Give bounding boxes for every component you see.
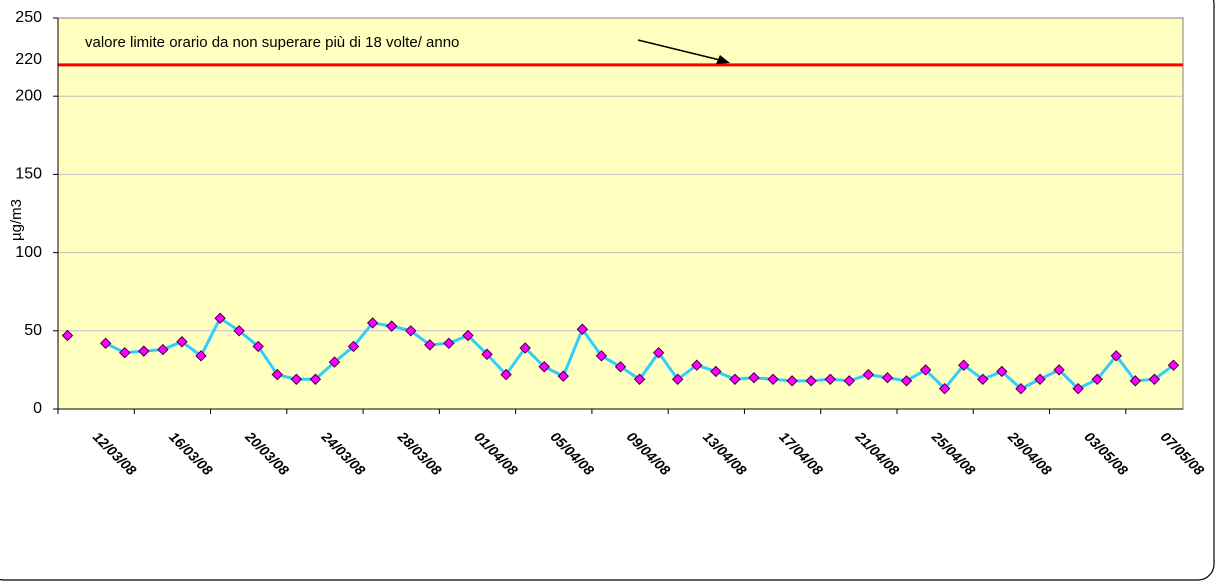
data-point [938,382,951,395]
data-point [519,342,531,354]
y-tick-label: 0 [33,400,42,417]
data-point [595,350,608,362]
data-point [1053,364,1065,376]
data-point [633,373,646,385]
data-point [1129,375,1142,387]
data-point [652,346,665,359]
data-point [881,372,894,384]
data-point [1110,350,1122,362]
data-point [996,365,1008,378]
data-point [405,325,417,337]
data-point [61,329,74,342]
data-point [271,368,283,381]
data-point [119,346,131,359]
data-point [557,370,570,382]
data-point [576,323,589,335]
limit-label: 220 [15,51,42,68]
data-point [214,312,226,324]
data-point [919,364,932,376]
data-point [1072,382,1084,395]
y-tick-label: 250 [15,9,42,26]
y-tick-label: 100 [15,244,42,261]
data-point [1015,382,1027,395]
data-point [252,340,264,353]
data-point [309,373,322,385]
data-point [786,375,798,387]
data-point [157,343,169,356]
data-point [424,339,436,351]
data-point [1167,359,1180,371]
data-point [805,375,817,387]
data-point [500,368,512,381]
data-point [958,359,970,371]
data-point [385,320,398,332]
data-point [1034,373,1046,385]
data-point [538,361,550,373]
annotation-arrow [637,39,729,63]
y-axis-title: µg/m3 [8,199,25,241]
data-point [748,372,760,384]
y-tick-label: 150 [15,166,42,183]
data-point [195,350,207,362]
data-point [347,340,360,353]
data-point [843,375,856,387]
data-point [691,359,703,371]
data-point [614,361,627,373]
data-point [462,329,474,342]
data-point [443,337,455,350]
data-point [138,345,150,357]
data-point [481,348,493,360]
data-point [671,373,684,385]
y-tick-label: 200 [15,87,42,104]
data-point [366,317,379,329]
data-point [900,375,913,387]
data-point [176,336,188,348]
data-point [710,365,722,378]
data-point [862,368,875,381]
data-point [824,373,836,385]
data-point [977,373,989,385]
plot-background [57,17,1184,410]
data-point [1148,373,1161,385]
arrow-head [716,55,730,64]
data-point [233,325,245,337]
annotation: valore limite orario da non superare più… [85,34,459,51]
data-point [1091,373,1103,385]
data-point [767,373,779,385]
data-point [328,356,341,368]
data-point [729,373,741,385]
y-tick-label: 50 [24,322,42,339]
data-point [290,373,303,385]
data-point [99,337,112,350]
